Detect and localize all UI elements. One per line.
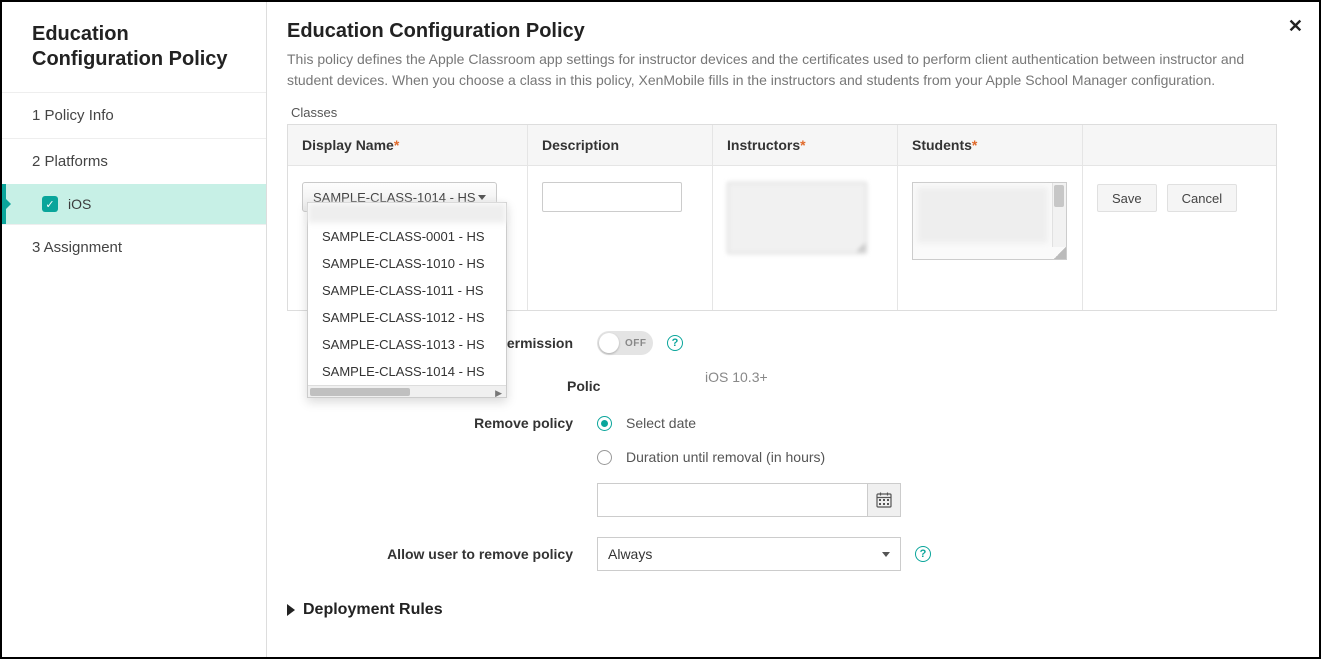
close-icon[interactable]: ✕	[1288, 16, 1303, 37]
wizard-sidebar: Education Configuration Policy 1 Policy …	[2, 2, 267, 657]
chevron-down-icon	[882, 552, 890, 557]
description-input[interactable]	[542, 182, 682, 212]
sidebar-item-assignment[interactable]: 3 Assignment	[2, 224, 266, 270]
classes-section-label: Classes	[291, 105, 1289, 120]
dropdown-item[interactable]: SAMPLE-CLASS-1011 - HS	[308, 277, 506, 304]
help-icon[interactable]: ?	[915, 546, 931, 562]
chevron-down-icon	[478, 195, 486, 200]
calendar-button[interactable]	[867, 483, 901, 517]
toggle-state-label: OFF	[625, 338, 647, 349]
students-content-redacted	[917, 187, 1048, 243]
sidebar-item-platforms[interactable]: 2 Platforms	[2, 138, 266, 184]
sidebar-title: Education Configuration Policy	[2, 2, 266, 92]
students-textarea[interactable]	[912, 182, 1067, 260]
table-header: Display Name* Description Instructors* S…	[288, 125, 1276, 165]
cell-actions: Save Cancel	[1083, 166, 1278, 310]
removal-date-input[interactable]	[597, 483, 867, 517]
instructors-textarea[interactable]	[727, 182, 867, 254]
display-name-dropdown[interactable]: SAMPLE-CLASS-0001 - HS SAMPLE-CLASS-1010…	[307, 202, 507, 398]
col-description: Description	[528, 125, 713, 165]
scrollbar-track[interactable]	[1052, 183, 1066, 247]
scrollbar-thumb[interactable]	[1054, 185, 1064, 207]
remove-policy-label: Remove policy	[287, 415, 597, 431]
allow-user-remove-select[interactable]: Always	[597, 537, 901, 571]
col-display-name: Display Name*	[288, 125, 528, 165]
deployment-rules-toggle[interactable]: Deployment Rules	[287, 601, 1289, 619]
main-panel: ✕ Education Configuration Policy This po…	[267, 2, 1319, 657]
cell-description	[528, 166, 713, 310]
dropdown-horizontal-scrollbar[interactable]: ▶	[308, 385, 506, 397]
dropdown-item[interactable]: SAMPLE-CLASS-1012 - HS	[308, 304, 506, 331]
save-button[interactable]: Save	[1097, 184, 1157, 212]
col-instructors: Instructors*	[713, 125, 898, 165]
policy-settings-heading-truncated: Polic	[567, 378, 600, 394]
checkbox-checked-icon[interactable]: ✓	[42, 196, 58, 212]
sidebar-subitem-ios[interactable]: ✓ iOS	[2, 184, 266, 224]
toggle-knob	[599, 333, 619, 353]
radio-select-date[interactable]	[597, 416, 612, 431]
cell-students	[898, 166, 1083, 310]
scroll-arrow-right-icon[interactable]: ▶	[495, 388, 502, 399]
deployment-rules-label: Deployment Rules	[303, 601, 443, 619]
cell-instructors	[713, 166, 898, 310]
page-title: Education Configuration Policy	[287, 20, 1289, 43]
col-students: Students*	[898, 125, 1083, 165]
observation-permission-toggle[interactable]: OFF	[597, 331, 653, 355]
triangle-right-icon	[287, 604, 295, 616]
sidebar-item-policy-info[interactable]: 1 Policy Info	[2, 92, 266, 138]
cancel-button[interactable]: Cancel	[1167, 184, 1237, 212]
dropdown-item-redacted[interactable]	[308, 203, 506, 223]
calendar-icon	[876, 492, 892, 508]
radio-select-date-label[interactable]: Select date	[626, 415, 696, 431]
resize-handle-icon[interactable]	[1054, 247, 1066, 259]
dropdown-item[interactable]: SAMPLE-CLASS-0001 - HS	[308, 223, 506, 250]
scrollbar-thumb[interactable]	[310, 388, 410, 396]
col-actions	[1083, 125, 1278, 165]
page-description: This policy defines the Apple Classroom …	[287, 49, 1247, 91]
allow-user-remove-label: Allow user to remove policy	[287, 546, 597, 562]
radio-duration-label[interactable]: Duration until removal (in hours)	[626, 449, 825, 465]
ios-version-note: iOS 10.3+	[705, 369, 1289, 385]
dropdown-item[interactable]: SAMPLE-CLASS-1014 - HS	[308, 358, 506, 385]
dropdown-item[interactable]: SAMPLE-CLASS-1013 - HS	[308, 331, 506, 358]
radio-duration[interactable]	[597, 450, 612, 465]
sidebar-subitem-label: iOS	[68, 196, 91, 212]
date-input-group	[597, 483, 901, 517]
help-icon[interactable]: ?	[667, 335, 683, 351]
allow-user-remove-value: Always	[608, 546, 652, 562]
active-indicator-icon	[6, 199, 11, 209]
dropdown-item[interactable]: SAMPLE-CLASS-1010 - HS	[308, 250, 506, 277]
